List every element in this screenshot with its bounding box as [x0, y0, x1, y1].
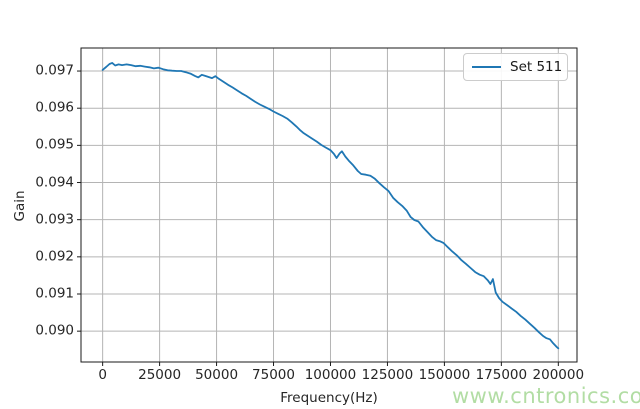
x-tick-label: 75000: [252, 367, 295, 383]
x-tick-label: 100000: [304, 367, 357, 383]
axes-frame: [80, 47, 578, 363]
legend-line-sample: [472, 66, 501, 68]
y-tick-label: 0.090: [35, 322, 74, 339]
legend: Set 511: [463, 53, 568, 81]
data-line-set-511: [101, 62, 560, 350]
x-axis-title: Frequency(Hz): [280, 390, 378, 406]
y-tick-label: 0.092: [35, 248, 74, 265]
x-tick-label: 200000: [532, 367, 585, 383]
y-tick-label: 0.093: [35, 211, 74, 228]
y-tick-label: 0.095: [35, 136, 74, 153]
y-tick-label: 0.097: [35, 62, 74, 79]
x-tick-label: 0: [98, 367, 107, 383]
y-tick-label: 0.096: [35, 99, 74, 116]
x-tick-label: 25000: [138, 367, 182, 383]
y-axis-title: Gain: [12, 190, 28, 222]
legend-label: Set 511: [510, 59, 563, 75]
x-tick-label: 125000: [361, 367, 414, 383]
x-tick-label: 175000: [475, 367, 528, 383]
x-tick-label: 150000: [418, 367, 471, 383]
y-tick-label: 0.094: [35, 174, 74, 191]
y-tick-label: 0.091: [35, 285, 74, 302]
x-tick-label: 50000: [195, 367, 239, 383]
